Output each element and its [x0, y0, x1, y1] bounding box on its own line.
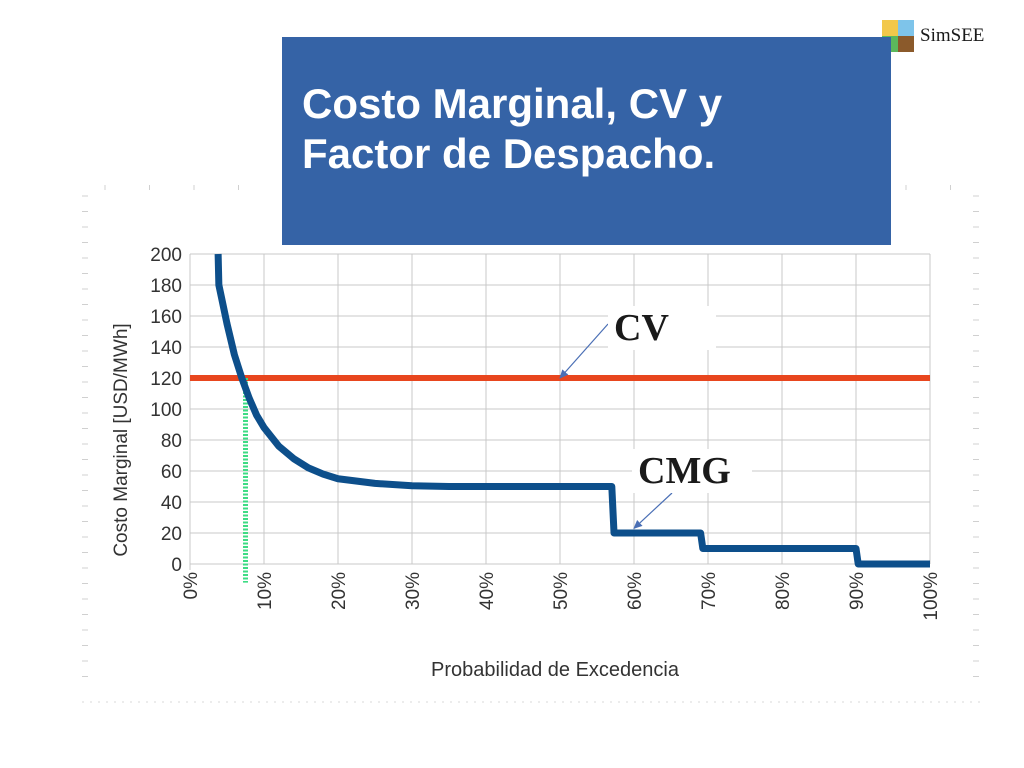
- x-tick-label: 40%: [477, 572, 498, 610]
- y-tick-label: 200: [150, 245, 182, 266]
- logo-square-blue: [898, 20, 914, 36]
- x-tick-label: 70%: [699, 572, 720, 610]
- x-tick-label: 90%: [847, 572, 868, 610]
- x-tick-label: 50%: [551, 572, 572, 610]
- y-axis-title: Costo Marginal [USD/MWh]: [111, 323, 132, 556]
- annotation-label-cv: CV: [614, 307, 669, 349]
- slide-title: Costo Marginal, CV y Factor de Despacho.: [302, 79, 871, 179]
- cmg-series-line: [214, 253, 930, 568]
- slide-title-line2: Factor de Despacho.: [302, 130, 716, 177]
- y-tick-label: 160: [150, 307, 182, 328]
- slide-title-line1: Costo Marginal, CV y: [302, 80, 723, 127]
- chart-grid: [189, 253, 931, 570]
- brand-name: SimSEE: [920, 25, 985, 46]
- slide-title-box: Costo Marginal, CV y Factor de Despacho.: [282, 37, 891, 245]
- x-tick-label: 20%: [329, 572, 350, 610]
- y-tick-label: 20: [161, 524, 182, 545]
- y-tick-label: 60: [161, 462, 182, 483]
- x-tick-label: 80%: [773, 572, 794, 610]
- annotation-label-cmg: CMG: [638, 450, 731, 492]
- logo-square-brown: [898, 36, 914, 52]
- x-tick-label: 100%: [921, 572, 942, 621]
- chart-annotations: CV CMG: [559, 306, 752, 530]
- annotation-label-bg: [608, 306, 716, 350]
- y-tick-label: 40: [161, 493, 182, 514]
- x-tick-label: 10%: [255, 572, 276, 610]
- y-tick-label: 140: [150, 338, 182, 359]
- annotation-arrow: [559, 323, 609, 379]
- y-tick-label: 180: [150, 276, 182, 297]
- y-tick-label: 0: [171, 555, 182, 576]
- x-tick-label: 60%: [625, 572, 646, 610]
- x-tick-label: 0%: [181, 572, 202, 600]
- logo-square-yellow: [882, 20, 898, 36]
- chart-axis-tick-labels: 0 20 40 60 80 100 120 140 160 180 200 0% 10% 20% 30% 40…: [150, 245, 942, 621]
- y-tick-label: 120: [150, 369, 182, 390]
- annotation-arrow: [633, 492, 673, 530]
- x-tick-label: 30%: [403, 572, 424, 610]
- annotation-label-bg: [632, 449, 752, 493]
- x-axis-title: Probabilidad de Excedencia: [431, 659, 680, 681]
- y-tick-label: 80: [161, 431, 182, 452]
- y-tick-label: 100: [150, 400, 182, 421]
